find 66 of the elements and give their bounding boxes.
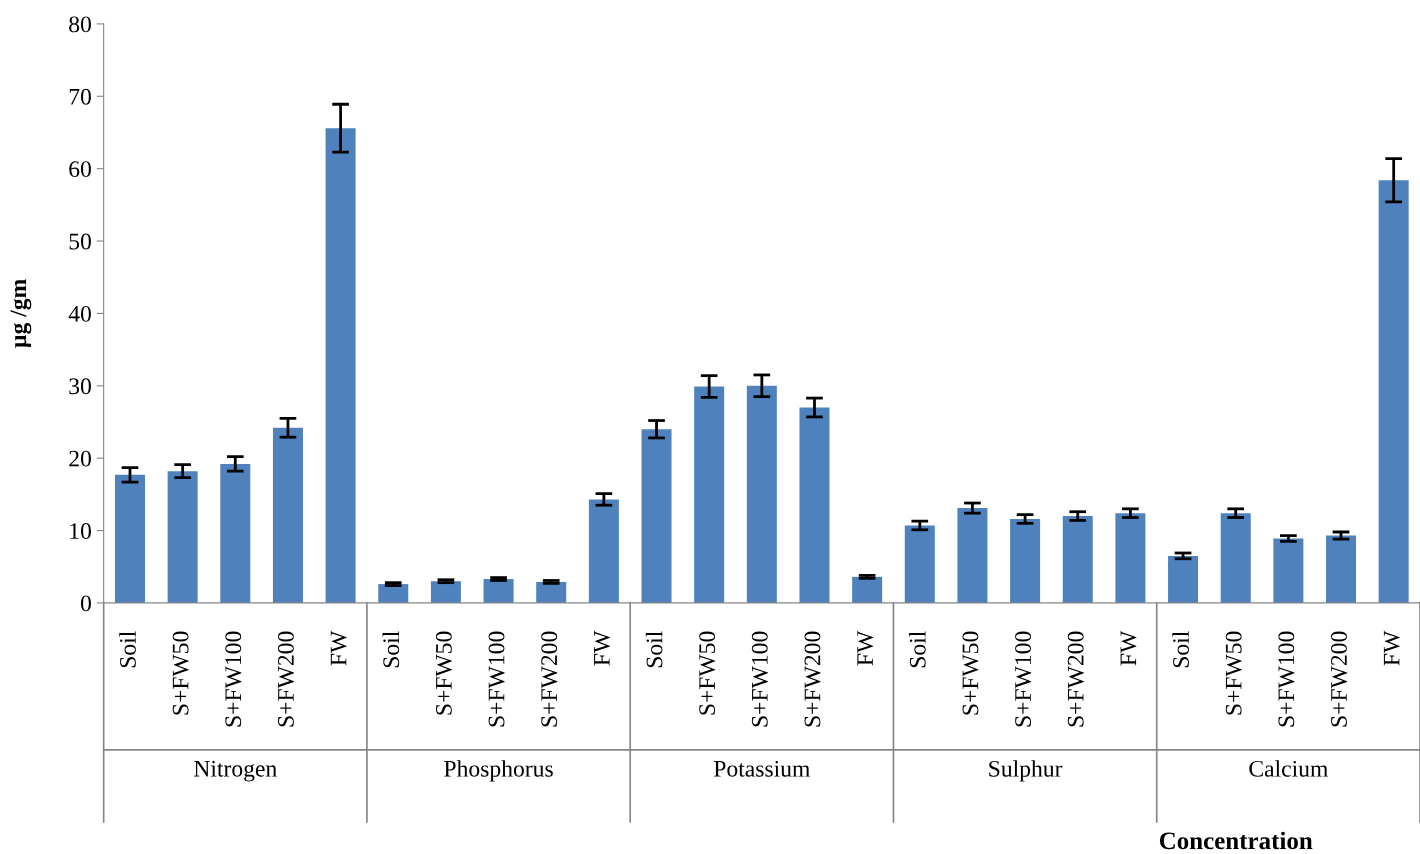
bar: [1010, 518, 1041, 603]
x-tick-label: Soil: [382, 631, 400, 668]
bar: [325, 128, 356, 603]
y-tick-label: 0: [80, 595, 91, 612]
bar: [430, 581, 461, 603]
x-tick-label: FW: [330, 630, 347, 666]
y-tick-label: 50: [69, 233, 91, 250]
x-tick-label: S+FW100: [1015, 631, 1032, 727]
x-tick-label: Soil: [909, 631, 926, 668]
bar: [904, 525, 935, 603]
bar: [272, 427, 303, 603]
bar: [536, 581, 567, 603]
y-tick-label: 30: [69, 378, 91, 395]
bar: [114, 474, 145, 603]
x-tick-label: FW: [1383, 630, 1400, 666]
x-tick-label: S+FW100: [225, 631, 242, 727]
text: Calcium: [1249, 760, 1328, 777]
y-tick-label: 40: [68, 305, 91, 322]
x-tick-label: S+FW200: [1331, 631, 1348, 727]
x-tick-label: FW: [594, 630, 610, 666]
bar: [1062, 516, 1093, 603]
x-tick-label: S+FW100: [1278, 631, 1295, 727]
y-tick-label: 60: [69, 161, 91, 178]
bar: [1168, 555, 1199, 603]
y-tick-label: 10: [70, 523, 91, 539]
x-tick-label: S+FW200: [277, 631, 294, 727]
text: Phosphorus: [444, 760, 553, 782]
y-tick-label: 20: [69, 450, 91, 467]
x-tick-label: S+FW100: [751, 631, 768, 727]
bar: [483, 579, 514, 603]
x-tick-label: FW: [1120, 630, 1137, 666]
x-tick-label: S+FW200: [1067, 631, 1084, 727]
x-tick-label: Soil: [1172, 631, 1189, 668]
bar: [1115, 513, 1146, 603]
x-tick-label: S+FW50: [172, 631, 189, 715]
x-axis-title: Concentration: [1159, 831, 1313, 850]
x-tick-label: S+FW50: [1225, 631, 1242, 715]
bar: [799, 407, 830, 603]
x-tick-label: S+FW50: [435, 631, 452, 715]
text: Potassium: [713, 760, 810, 777]
x-tick-label: S+FW200: [804, 631, 821, 727]
x-tick-label: S+FW50: [699, 631, 716, 715]
bar: [220, 463, 251, 603]
bar: [588, 499, 619, 603]
bar: [852, 576, 883, 603]
x-tick-label: S+FW50: [962, 631, 979, 715]
y-tick-label: 80: [69, 16, 91, 33]
bar: [694, 386, 725, 603]
x-tick-label: S+FW100: [488, 631, 505, 727]
x-tick-label: Soil: [119, 631, 136, 668]
bar: [1378, 180, 1409, 603]
text: Nitrogen: [194, 760, 277, 782]
bar: [746, 385, 777, 603]
bar: [641, 429, 672, 603]
bar: [1220, 513, 1251, 603]
bar: [378, 584, 409, 603]
x-tick-label: FW: [857, 630, 874, 666]
text: Sulphur: [989, 760, 1063, 782]
bar: [1273, 538, 1304, 603]
y-axis-title: µg /gm: [10, 279, 32, 348]
bar: [1326, 535, 1357, 603]
y-tick-label: 70: [69, 88, 91, 105]
x-tick-label: S+FW200: [541, 631, 558, 727]
bar: [167, 471, 198, 603]
bar: [957, 508, 988, 603]
x-tick-label: Soil: [645, 631, 663, 668]
